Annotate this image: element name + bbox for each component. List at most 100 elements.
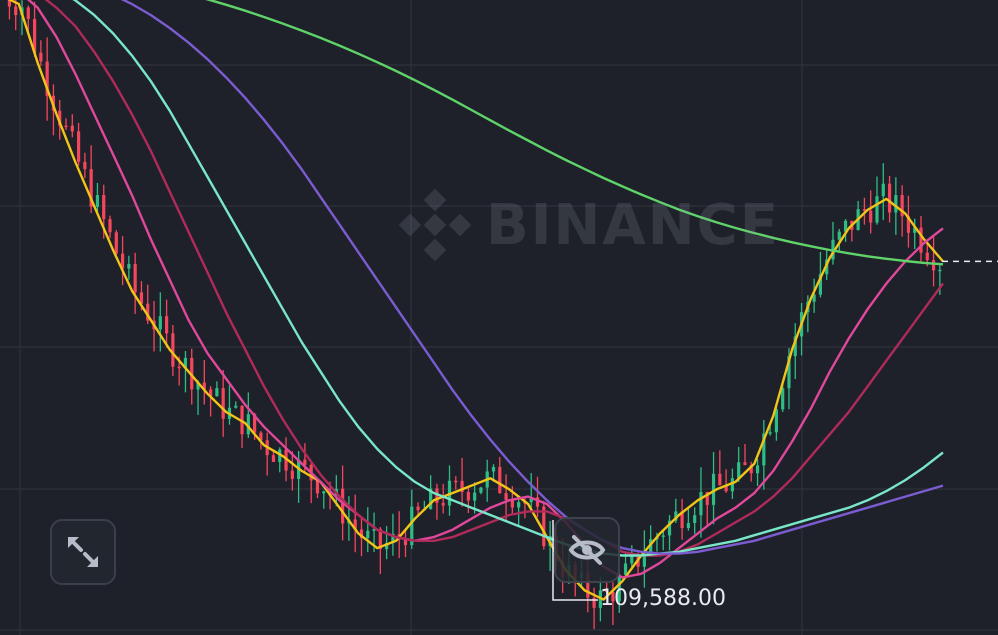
candle-body bbox=[749, 464, 753, 474]
expand-button[interactable] bbox=[50, 519, 116, 585]
candle-body bbox=[642, 555, 646, 567]
candle-body bbox=[479, 487, 483, 493]
candle-body bbox=[70, 125, 74, 132]
candle-body bbox=[529, 497, 533, 503]
candle-body bbox=[32, 19, 37, 53]
candle-body bbox=[586, 572, 590, 598]
candle-body bbox=[64, 125, 68, 128]
candle-body bbox=[259, 432, 263, 441]
moving-average-lines bbox=[7, 0, 944, 601]
candle-body bbox=[711, 473, 716, 505]
candle-body bbox=[491, 466, 496, 472]
candle-body bbox=[146, 303, 150, 321]
candle-body bbox=[473, 492, 477, 501]
candle-body bbox=[517, 502, 521, 508]
candle-body bbox=[781, 388, 785, 410]
candle-body bbox=[466, 492, 470, 501]
candle-body bbox=[862, 209, 867, 211]
candle-body bbox=[391, 533, 395, 543]
candle-body bbox=[95, 195, 100, 207]
candle-body bbox=[693, 515, 697, 523]
candle-body bbox=[649, 539, 653, 556]
candle-body bbox=[89, 169, 93, 207]
expand-arrows-icon bbox=[68, 537, 98, 567]
candle-body bbox=[359, 529, 364, 539]
candle-body bbox=[83, 161, 87, 170]
moving-average-line-3 bbox=[44, 0, 944, 557]
candle-body bbox=[102, 195, 106, 220]
candle-body bbox=[623, 563, 628, 575]
candle-body bbox=[429, 488, 433, 509]
candle-body bbox=[372, 528, 376, 531]
candle-body bbox=[900, 195, 904, 217]
candle-body bbox=[183, 357, 188, 368]
candle-body bbox=[158, 316, 162, 330]
candle-body bbox=[234, 405, 238, 408]
candle-body bbox=[221, 388, 225, 419]
candle-body bbox=[617, 574, 621, 602]
candle-body bbox=[925, 252, 929, 261]
moving-average-line-6 bbox=[205, 0, 944, 266]
candle-body bbox=[353, 519, 357, 530]
candle-body bbox=[315, 480, 320, 494]
candle-body bbox=[818, 274, 823, 295]
candle-body bbox=[699, 491, 703, 516]
low-marker-leader bbox=[552, 520, 598, 601]
candle-body bbox=[787, 356, 791, 389]
candle-body bbox=[271, 455, 276, 462]
moving-average-line-2 bbox=[27, 0, 944, 579]
candle-body bbox=[913, 227, 917, 233]
candle-body bbox=[755, 465, 760, 474]
candle-body bbox=[894, 195, 898, 213]
candle-body bbox=[120, 253, 125, 269]
candle-body bbox=[812, 294, 816, 302]
moving-average-line-5 bbox=[120, 0, 944, 555]
candle-body bbox=[246, 414, 250, 435]
candle-body bbox=[535, 497, 540, 507]
candle-body bbox=[680, 511, 684, 529]
moving-average-line-4 bbox=[72, 0, 944, 557]
candle-body bbox=[385, 542, 389, 550]
candle-body bbox=[290, 470, 294, 479]
candle-body bbox=[416, 506, 420, 511]
candle-body bbox=[202, 382, 206, 390]
candle-body bbox=[108, 219, 112, 233]
eye-slash-icon bbox=[568, 535, 606, 565]
candle-body bbox=[906, 216, 911, 233]
candle-body bbox=[931, 260, 936, 271]
candle-body bbox=[667, 520, 672, 536]
low-price-label: 109,588.00 bbox=[600, 586, 726, 611]
candle-body bbox=[724, 485, 728, 492]
candle-body bbox=[843, 220, 848, 232]
candle-body bbox=[938, 269, 942, 272]
candle-body bbox=[887, 183, 892, 213]
candle-body bbox=[403, 539, 408, 546]
hide-indicators-button[interactable] bbox=[554, 517, 620, 583]
candle-body bbox=[435, 488, 439, 503]
candle-body bbox=[674, 511, 678, 521]
candle-body bbox=[737, 462, 741, 479]
candle-body bbox=[592, 597, 596, 608]
candle-body bbox=[39, 52, 43, 62]
candle-body bbox=[454, 480, 458, 483]
candle-body bbox=[378, 528, 382, 550]
candle-body bbox=[919, 227, 923, 253]
candle-body bbox=[341, 488, 345, 524]
candle-body bbox=[793, 336, 797, 357]
candle-body bbox=[410, 506, 414, 546]
candle-body bbox=[164, 316, 169, 334]
candle-body bbox=[510, 499, 514, 508]
candle-body bbox=[26, 7, 30, 20]
candle-body bbox=[45, 61, 49, 96]
candle-body bbox=[196, 382, 200, 390]
candle-body bbox=[7, 0, 12, 7]
candle-body bbox=[542, 506, 546, 547]
candle-body bbox=[630, 554, 634, 564]
moving-average-line-1 bbox=[7, 0, 944, 601]
candle-body bbox=[705, 491, 709, 505]
candle-body bbox=[215, 388, 219, 397]
candle-body bbox=[209, 389, 213, 397]
candle-body bbox=[114, 232, 118, 254]
candle-body bbox=[366, 530, 370, 539]
